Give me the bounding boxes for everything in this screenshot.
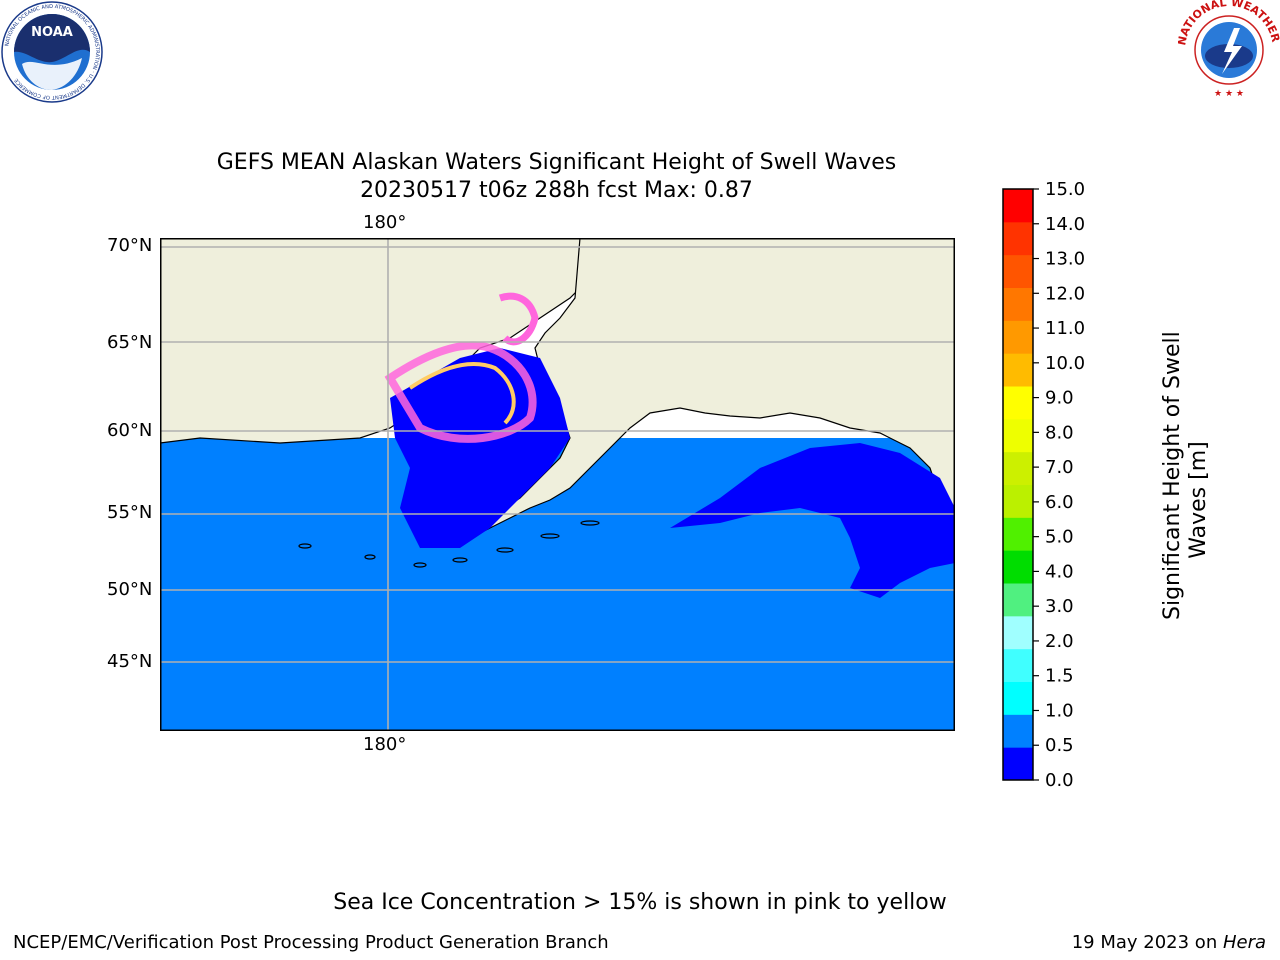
svg-text:NOAA: NOAA bbox=[31, 25, 73, 40]
colorbar-swatch bbox=[1003, 418, 1033, 453]
colorbar-swatch bbox=[1003, 747, 1033, 781]
lat-label-60: 60°N bbox=[107, 420, 153, 441]
colorbar-tick-label: 2.0 bbox=[1045, 631, 1074, 652]
chart-subtitle: 20230517 t06z 288h fcst Max: 0.87 bbox=[360, 178, 753, 203]
gridlines bbox=[160, 238, 955, 731]
lon-label-bottom: 180° bbox=[363, 734, 407, 755]
colorbar-tick-label: 9.0 bbox=[1045, 388, 1074, 409]
colorbar-tick-label: 0.5 bbox=[1045, 735, 1074, 756]
colorbar-swatch bbox=[1003, 550, 1033, 584]
colorbar-swatch bbox=[1003, 353, 1033, 387]
colorbar: 0.0 0.5 1.0 1.5 2.0 3.0 4.0 5.0 6.0 7.0 8.0 9.0 10.0… bbox=[1002, 179, 1085, 791]
lat-label-55: 55°N bbox=[107, 502, 153, 523]
colorbar-label-line1: Significant Height of Swell bbox=[1160, 331, 1185, 620]
colorbar-swatch bbox=[1003, 451, 1033, 485]
lat-label-50: 50°N bbox=[107, 579, 153, 600]
colorbar-label: Significant Height of Swell Waves [m] bbox=[1160, 331, 1220, 620]
colorbar-tick-label: 5.0 bbox=[1045, 527, 1074, 548]
colorbar-tick-label: 13.0 bbox=[1045, 249, 1085, 270]
colorbar-tick-label: 11.0 bbox=[1045, 318, 1085, 339]
colorbar-tick-label: 15.0 bbox=[1045, 179, 1085, 200]
colorbar-frame bbox=[1002, 188, 1034, 781]
footer-right: 19 May 2023 on Hera bbox=[1072, 932, 1266, 953]
colorbar-swatch bbox=[1003, 287, 1033, 321]
colorbar-tick-label: 8.0 bbox=[1045, 422, 1074, 443]
colorbar-label-line2: Waves [m] bbox=[1186, 441, 1211, 559]
sea-ice-pink bbox=[384, 341, 537, 443]
bering-shelf bbox=[390, 348, 570, 548]
colorbar-swatch bbox=[1003, 484, 1033, 518]
colorbar-swatch bbox=[1003, 221, 1033, 256]
colorbar-swatch bbox=[1003, 189, 1033, 223]
colorbar-swatch bbox=[1003, 583, 1033, 617]
colorbar-tick-label: 0.0 bbox=[1045, 770, 1074, 791]
lat-label-45: 45°N bbox=[107, 651, 153, 672]
footer-machine: Hera bbox=[1222, 932, 1266, 953]
colorbar-tick-label: 7.0 bbox=[1045, 457, 1074, 478]
colorbar-swatch bbox=[1003, 714, 1033, 748]
footer-left: NCEP/EMC/Verification Post Processing Pr… bbox=[13, 932, 609, 953]
colorbar-tick-label: 12.0 bbox=[1045, 283, 1085, 304]
chart-title: GEFS MEAN Alaskan Waters Significant Hei… bbox=[216, 150, 897, 175]
map-panel bbox=[160, 238, 955, 731]
noaa-logo: NOAA NATIONAL OCEANIC AND ATMOSPHERIC AD… bbox=[1, 1, 103, 103]
colorbar-tick-label: 14.0 bbox=[1045, 214, 1085, 235]
colorbar-swatch bbox=[1003, 517, 1033, 551]
aleutian-islands bbox=[298, 520, 600, 568]
colorbar-swatch bbox=[1003, 681, 1033, 715]
sea-ice-yellow bbox=[408, 362, 516, 425]
gulf-coastal-band bbox=[670, 443, 955, 598]
nws-logo: NATIONAL WEATHER SERVICE ★ ★ ★ bbox=[1178, 0, 1280, 99]
sea-ice-note: Sea Ice Concentration > 15% is shown in … bbox=[333, 890, 947, 915]
colorbar-swatch bbox=[1003, 386, 1033, 420]
lat-label-70: 70°N bbox=[107, 235, 153, 256]
lat-label-65: 65°N bbox=[107, 332, 153, 353]
colorbar-tick-label: 4.0 bbox=[1045, 561, 1074, 582]
colorbar-swatch bbox=[1003, 320, 1033, 354]
colorbar-tick-label: 6.0 bbox=[1045, 492, 1074, 513]
colorbar-tick-label: 10.0 bbox=[1045, 353, 1085, 374]
colorbar-tick-label: 1.5 bbox=[1045, 666, 1074, 687]
colorbar-swatch bbox=[1003, 615, 1033, 650]
footer-date: 19 May 2023 on bbox=[1071, 932, 1223, 953]
lon-label-top: 180° bbox=[363, 212, 407, 233]
svg-text:★ ★ ★: ★ ★ ★ bbox=[1214, 89, 1244, 99]
colorbar-tick-label: 1.0 bbox=[1045, 700, 1074, 721]
colorbar-swatch bbox=[1003, 254, 1033, 288]
colorbar-swatch bbox=[1003, 648, 1033, 682]
colorbar-tick-label: 3.0 bbox=[1045, 596, 1074, 617]
